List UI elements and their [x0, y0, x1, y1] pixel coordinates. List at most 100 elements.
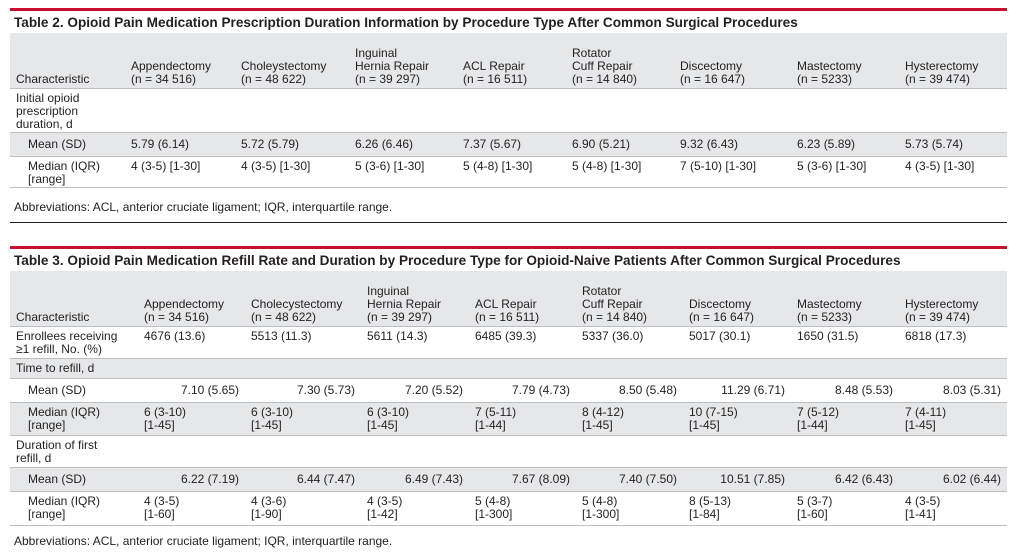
table-cell: 5.73 (5.74) — [905, 136, 964, 151]
table-cell: 5513 (11.3) — [251, 328, 312, 343]
column-header: Appendectomy (n = 34 516) — [131, 58, 212, 86]
table-row: Mean (SD) 6.22 (7.19) 6.44 (7.47) 6.49 (… — [10, 467, 1007, 491]
table-2-header-row: Characteristic Appendectomy (n = 34 516) … — [10, 33, 1007, 88]
table-2-rule — [10, 8, 1007, 11]
table-cell: 8 (5-13) [1-84] — [689, 493, 732, 521]
table-cell: 4 (3-5) [1-42] — [367, 493, 403, 521]
column-header: Cholecystectomy (n = 48 622) — [251, 296, 343, 324]
table-cell: 5 (4-8) [1-30] — [572, 158, 642, 173]
table-cell: 5.79 (6.14) — [131, 136, 190, 151]
column-header: Rotator Cuff Repair (n = 14 840) — [582, 283, 648, 324]
column-header: Appendectomy (n = 34 516) — [144, 296, 225, 324]
table-section-row: Duration of first refill, d — [10, 435, 1007, 467]
table-cell: 10 (7-15) [1-45] — [689, 404, 738, 432]
table-cell: 6.90 (5.21) — [572, 136, 631, 151]
table-cell: 5 (3-6) [1-30] — [355, 158, 425, 173]
table-cell: 7 (5-12) [1-44] — [797, 404, 840, 432]
table-cell: 4 (3-5) [1-30] — [241, 158, 311, 173]
table-cell: 6.23 (5.89) — [797, 136, 856, 151]
table-3: Table 3. Opioid Pain Medication Refill R… — [10, 246, 1007, 526]
table-cell: 7 (5-11) [1-44] — [475, 404, 517, 432]
column-header: Inguinal Hernia Repair (n = 39 297) — [367, 283, 442, 324]
column-header: Hysterectomy (n = 39 474) — [905, 58, 979, 86]
table-row: Enrollees receiving ≥1 refill, No. (%) 46… — [10, 326, 1007, 358]
table-cell: 1650 (31.5) — [797, 328, 859, 343]
table-cell: 4 (3-6) [1-90] — [251, 493, 287, 521]
table-cell: 5 (3-7) [1-60] — [797, 493, 833, 521]
table-cell: 7 (4-11) [1-45] — [905, 404, 947, 432]
row-label: Median (IQR) [range] — [28, 404, 101, 432]
table-cell: 8.50 (5.48) — [618, 382, 677, 397]
column-header: Discectomy (n = 16 647) — [680, 58, 746, 86]
table-row: Median (IQR) [range] 4 (3-5) [1-30] 4 (3-… — [10, 156, 1007, 187]
table-cell: 7.10 (5.65) — [180, 382, 239, 397]
table-cell: 6.02 (6.44) — [942, 471, 1001, 486]
table-cell: 4 (3-5) [1-30] — [131, 158, 201, 173]
table-cell: 7.37 (5.67) — [463, 136, 522, 151]
column-header: Rotator Cuff Repair (n = 14 840) — [572, 45, 638, 86]
table-3-header-row: Characteristic Appendectomy (n = 34 516) … — [10, 271, 1007, 326]
table-2-title: Table 2. Opioid Pain Medication Prescrip… — [14, 15, 798, 30]
table-cell: 7.67 (8.09) — [511, 471, 570, 486]
column-header: ACL Repair (n = 16 511) — [463, 58, 528, 86]
table-2: Table 2. Opioid Pain Medication Prescrip… — [10, 8, 1007, 188]
table-row: Mean (SD) 7.10 (5.65) 7.30 (5.73) 7.20 (… — [10, 378, 1007, 402]
row-label: Duration of first refill, d — [16, 437, 98, 465]
table-2-grid: Characteristic Appendectomy (n = 34 516) … — [10, 33, 1007, 188]
table-cell: 4676 (13.6) — [144, 328, 206, 343]
row-label: Time to refill, d — [16, 360, 95, 375]
table-cell: 6.44 (7.47) — [296, 471, 355, 486]
table-cell: 5 (3-6) [1-30] — [797, 158, 867, 173]
table-cell: 5337 (36.0) — [582, 328, 644, 343]
table-cell: 4 (3-5) [1-41] — [905, 493, 941, 521]
table-cell: 7.30 (5.73) — [296, 382, 355, 397]
table-cell: 8.03 (5.31) — [942, 382, 1001, 397]
column-header: Mastectomy (n = 5233) — [797, 296, 862, 324]
table-2-footnote: Abbreviations: ACL, anterior cruciate li… — [14, 200, 393, 214]
table-cell: 4 (3-5) [1-60] — [144, 493, 180, 521]
column-header: Discectomy (n = 16 647) — [689, 296, 755, 324]
table-cell: 5017 (30.1) — [689, 328, 751, 343]
table-3-grid: Characteristic Appendectomy (n = 34 516) … — [10, 271, 1007, 526]
row-label: Median (IQR) [range] — [28, 158, 101, 186]
table-cell: 6.49 (7.43) — [404, 471, 463, 486]
table-cell: 6.26 (6.46) — [355, 136, 414, 151]
table-2-separator — [10, 222, 1007, 223]
column-header: Characteristic — [16, 309, 90, 324]
column-header: Hysterectomy (n = 39 474) — [905, 296, 979, 324]
row-label: Mean (SD) — [28, 471, 87, 486]
table-cell: 7.20 (5.52) — [404, 382, 463, 397]
table-cell: 6.22 (7.19) — [180, 471, 239, 486]
table-row: Median (IQR) [range] 6 (3-10) [1-45] 6 (3-… — [10, 402, 1007, 435]
table-section-row: Time to refill, d — [10, 358, 1007, 378]
table-cell: 6818 (17.3) — [905, 328, 967, 343]
column-header: ACL Repair (n = 16 511) — [475, 296, 540, 324]
table-cell: 6 (3-10) [1-45] — [144, 404, 187, 432]
table-cell: 6 (3-10) [1-45] — [251, 404, 294, 432]
table-3-title: Table 3. Opioid Pain Medication Refill R… — [14, 253, 901, 268]
table-cell: 6 (3-10) [1-45] — [367, 404, 410, 432]
column-header: Choleystectomy (n = 48 622) — [241, 58, 327, 86]
row-label: Initial opioid prescription duration, d — [16, 90, 80, 131]
table-cell: 10.51 (7.85) — [720, 471, 785, 486]
table-cell: 8 (4-12) [1-45] — [582, 404, 625, 432]
table-cell: 5.72 (5.79) — [241, 136, 300, 151]
table-cell: 4 (3-5) [1-30] — [905, 158, 975, 173]
table-cell: 7.40 (7.50) — [618, 471, 677, 486]
row-label: Enrollees receiving ≥1 refill, No. (%) — [16, 328, 118, 356]
row-label: Mean (SD) — [28, 136, 87, 151]
column-header: Inguinal Hernia Repair (n = 39 297) — [355, 45, 430, 86]
table-cell: 9.32 (6.43) — [680, 136, 739, 151]
table-2-section-row: Initial opioid prescription duration, d — [10, 88, 1007, 132]
table-cell: 5 (4-8) [1-30] — [463, 158, 533, 173]
table-row: Mean (SD) 5.79 (6.14) 5.72 (5.79) 6.26 (… — [10, 132, 1007, 156]
table-cell: 7.79 (4.73) — [511, 382, 570, 397]
row-label: Median (IQR) [range] — [28, 493, 101, 521]
table-cell: 6485 (39.3) — [475, 328, 537, 343]
table-3-footnote: Abbreviations: ACL, anterior cruciate li… — [14, 534, 393, 548]
table-cell: 5 (4-8) [1-300] — [475, 493, 513, 521]
table-row: Median (IQR) [range] 4 (3-5) [1-60] 4 (3-6… — [10, 491, 1007, 525]
table-cell: 6.42 (6.43) — [834, 471, 893, 486]
column-header: Characteristic — [16, 71, 90, 86]
row-label: Mean (SD) — [28, 382, 87, 397]
